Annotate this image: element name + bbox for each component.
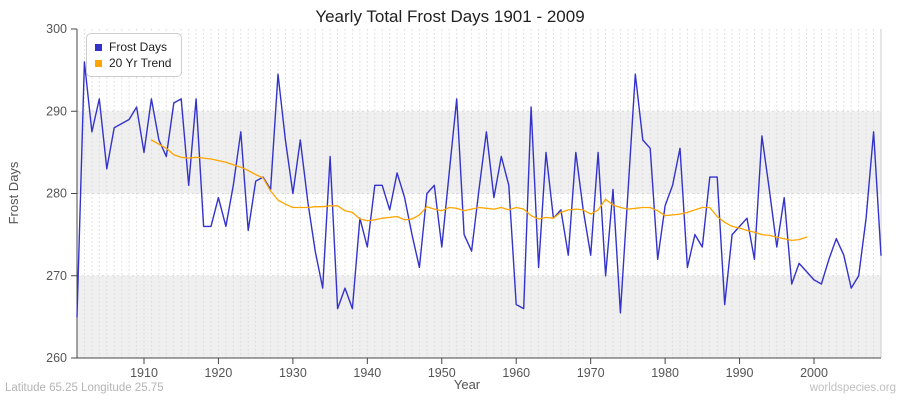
x-tick-label: 2000	[800, 366, 828, 380]
y-tick-labels: 260 270 280 290 300	[46, 22, 77, 365]
x-tick-label: 1960	[502, 366, 530, 380]
x-tick-label: 1950	[428, 366, 456, 380]
y-tick-label: 270	[46, 269, 67, 283]
legend-label-frost-days: Frost Days	[109, 40, 168, 54]
footer-watermark: worldspecies.org	[809, 382, 896, 394]
legend-item-frost-days: Frost Days	[95, 39, 171, 55]
x-tick-label: 1920	[205, 366, 233, 380]
y-tick-label: 290	[46, 104, 67, 118]
x-tick-label: 1990	[726, 366, 754, 380]
legend: Frost Days 20 Yr Trend	[86, 33, 183, 77]
x-tick-label: 1910	[130, 366, 158, 380]
legend-item-trend: 20 Yr Trend	[95, 55, 171, 71]
legend-label-trend: 20 Yr Trend	[109, 56, 172, 70]
y-tick-label: 260	[46, 351, 67, 365]
x-tick-label: 1970	[577, 366, 605, 380]
orange-square-icon	[95, 59, 102, 67]
chart-title: Yearly Total Frost Days 1901 - 2009	[315, 7, 585, 26]
x-axis-title: Year	[453, 377, 481, 392]
x-tick-label: 1980	[651, 366, 679, 380]
x-tick-label: 1940	[353, 366, 381, 380]
blue-square-icon	[95, 43, 102, 51]
y-tick-label: 300	[46, 22, 67, 36]
y-axis-title: Frost Days	[6, 161, 21, 225]
footer-coordinates: Latitude 65.25 Longitude 25.75	[5, 382, 164, 394]
y-tick-label: 280	[46, 187, 67, 201]
frost-days-line	[76, 61, 882, 318]
x-tick-labels: 1910 1920 1930 1940 1950 1960 1970 1980 1990 2000	[130, 358, 828, 380]
20-yr-trend-line	[150, 139, 808, 242]
x-tick-label: 1930	[279, 366, 307, 380]
